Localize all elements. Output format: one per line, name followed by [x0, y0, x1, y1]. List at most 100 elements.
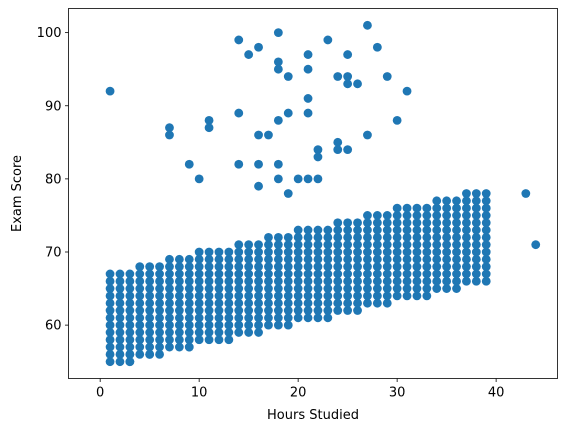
data-point — [343, 232, 353, 242]
data-point — [323, 254, 333, 264]
data-point — [204, 115, 214, 125]
data-point — [155, 335, 164, 345]
data-point — [105, 284, 115, 293]
data-point — [452, 240, 461, 250]
data-point — [204, 306, 214, 315]
data-point — [293, 254, 303, 264]
data-point — [372, 284, 382, 293]
data-point — [273, 298, 283, 308]
data-point — [432, 211, 442, 220]
data-point — [165, 342, 174, 352]
data-point — [155, 276, 164, 286]
data-point — [204, 291, 214, 301]
data-point — [165, 306, 174, 315]
data-point — [273, 284, 283, 293]
x-tick-label: 40 — [488, 386, 505, 401]
data-point — [283, 254, 293, 264]
data-point — [204, 313, 214, 323]
data-point — [343, 218, 353, 228]
data-point — [313, 145, 323, 155]
data-point — [422, 247, 432, 257]
data-point — [254, 269, 263, 279]
data-point — [234, 262, 244, 272]
data-point — [184, 342, 194, 352]
data-point — [313, 269, 323, 279]
data-point — [323, 298, 333, 308]
data-point — [125, 291, 135, 301]
data-point — [323, 269, 333, 279]
data-point — [363, 130, 372, 140]
data-point — [442, 262, 452, 272]
data-point — [422, 203, 432, 213]
data-point — [363, 298, 372, 308]
data-point — [363, 20, 372, 30]
data-point — [481, 211, 491, 220]
data-point — [471, 211, 481, 220]
data-point — [333, 137, 343, 147]
data-point — [471, 218, 481, 228]
data-point — [105, 86, 115, 96]
data-point — [313, 313, 323, 323]
data-point — [333, 284, 343, 293]
data-point — [293, 262, 303, 272]
data-point — [303, 64, 313, 74]
data-point — [471, 269, 481, 279]
data-point — [165, 284, 174, 293]
data-point — [412, 232, 422, 242]
data-point — [481, 269, 491, 279]
data-point — [165, 123, 174, 133]
data-point — [392, 284, 402, 293]
data-point — [293, 247, 303, 257]
data-point — [273, 57, 283, 67]
plot-frame — [68, 8, 558, 379]
data-point — [234, 284, 244, 293]
data-point — [194, 298, 204, 308]
data-point — [145, 276, 155, 286]
y-axis-label: Exam Score — [10, 155, 25, 232]
data-point — [343, 50, 353, 59]
data-point — [382, 276, 392, 286]
data-point — [363, 225, 372, 235]
data-point — [174, 269, 184, 279]
data-point — [155, 298, 164, 308]
data-point — [204, 269, 214, 279]
data-point — [313, 232, 323, 242]
data-point — [264, 232, 273, 242]
data-point — [165, 313, 174, 323]
data-point — [323, 225, 333, 235]
data-point — [372, 240, 382, 250]
data-point — [254, 240, 263, 250]
data-point — [234, 291, 244, 301]
data-point — [471, 196, 481, 206]
data-point — [273, 306, 283, 315]
data-point — [145, 349, 155, 359]
data-point — [323, 306, 333, 315]
data-point — [135, 276, 145, 286]
data-point — [323, 35, 333, 45]
data-point — [402, 262, 412, 272]
data-point — [402, 203, 412, 213]
data-point — [273, 28, 283, 38]
data-point — [224, 313, 234, 323]
data-point — [293, 269, 303, 279]
data-point — [145, 269, 155, 279]
data-point — [313, 247, 323, 257]
data-point — [244, 254, 254, 264]
data-point — [481, 218, 491, 228]
data-point — [135, 320, 145, 330]
data-point — [363, 240, 372, 250]
data-point — [244, 306, 254, 315]
data-point — [135, 291, 145, 301]
data-point — [224, 328, 234, 337]
data-point — [422, 254, 432, 264]
data-point — [382, 240, 392, 250]
data-point — [452, 269, 461, 279]
data-point — [481, 203, 491, 213]
data-point — [264, 130, 273, 140]
data-point — [402, 211, 412, 220]
data-point — [392, 262, 402, 272]
data-point — [174, 313, 184, 323]
data-point — [135, 262, 145, 272]
data-point — [343, 254, 353, 264]
data-point — [174, 335, 184, 345]
